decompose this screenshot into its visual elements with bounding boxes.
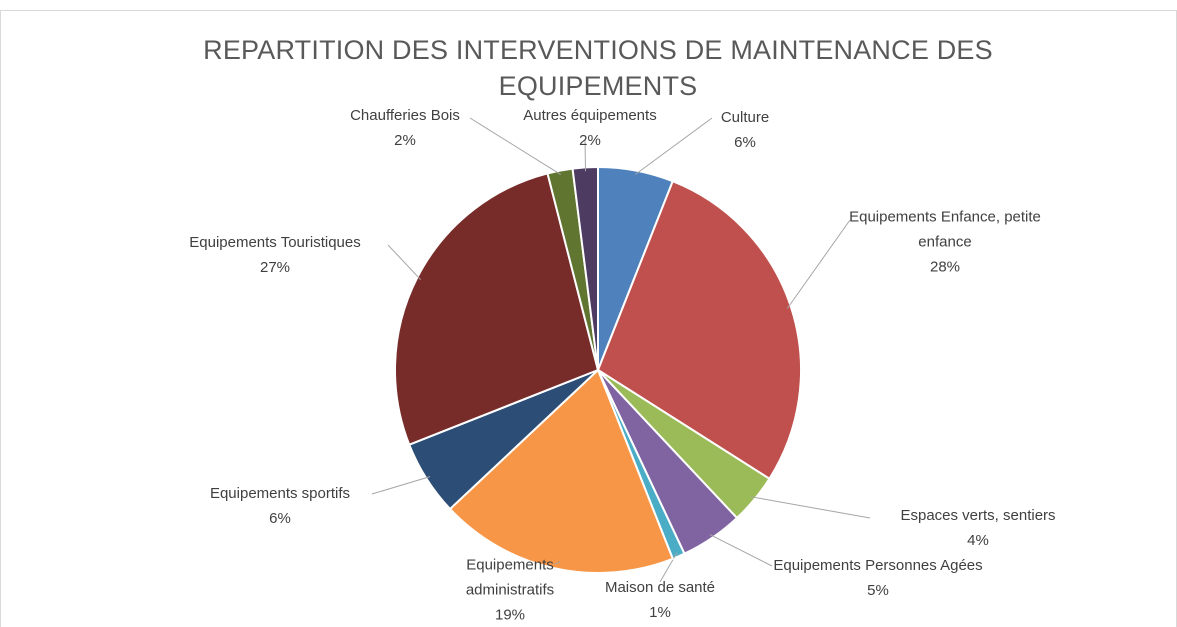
data-label: Equipements Personnes Agées 5% [768, 553, 988, 603]
category-label: Equipements Enfance, petite enfance [849, 208, 1041, 251]
category-label: Chaufferies Bois [350, 107, 460, 124]
leader-line [584, 139, 587, 172]
leader-line [786, 219, 851, 309]
value-label: 4% [967, 532, 989, 549]
data-label: Chaufferies Bois 2% [330, 103, 480, 153]
value-label: 19% [494, 606, 526, 624]
category-label: Equipements Touristiques [189, 234, 361, 251]
value-label: 6% [269, 510, 291, 527]
value-label: 5% [867, 582, 889, 599]
value-label: 27% [259, 259, 291, 276]
leader-line [387, 244, 422, 280]
category-label: Culture [720, 109, 770, 126]
pie-slice [394, 172, 600, 447]
data-label: Equipements Touristiques 27% [155, 230, 395, 280]
leader-line [634, 117, 713, 175]
data-label: Culture 6% [685, 105, 805, 155]
chart-title: REPARTITION DES INTERVENTIONS DE MAINTEN… [203, 35, 993, 101]
data-label: Autres équipements 2% [495, 103, 685, 153]
pie-slice [448, 368, 675, 574]
category-label: Maison de santé [604, 579, 716, 596]
data-label: Equipements sportifs 6% [170, 481, 390, 531]
category-label: Autres équipements [523, 107, 657, 124]
value-label: 28% [929, 258, 961, 276]
category-label: Equipements administratifs [465, 556, 555, 599]
data-label: Equipements administratifs 19% [435, 553, 585, 627]
pie-slice [596, 179, 802, 481]
data-label: Maison de santé 1% [585, 575, 735, 625]
value-label: 6% [734, 134, 756, 151]
data-label: Equipements Enfance, petite enfance 28% [845, 205, 1045, 280]
leader-line [469, 117, 561, 175]
leader-line [751, 496, 871, 519]
leader-line [709, 534, 773, 567]
value-label: 2% [394, 132, 416, 149]
category-label: Espaces verts, sentiers [900, 507, 1056, 524]
leader-line [659, 552, 678, 583]
leader-line [371, 476, 431, 495]
category-label: Equipements Personnes Agées [773, 557, 983, 574]
category-label: Equipements sportifs [209, 485, 351, 502]
leader-line [554, 561, 561, 565]
data-label: Espaces verts, sentiers 4% [868, 503, 1088, 553]
value-label: 2% [579, 132, 601, 149]
value-label: 1% [649, 604, 671, 621]
